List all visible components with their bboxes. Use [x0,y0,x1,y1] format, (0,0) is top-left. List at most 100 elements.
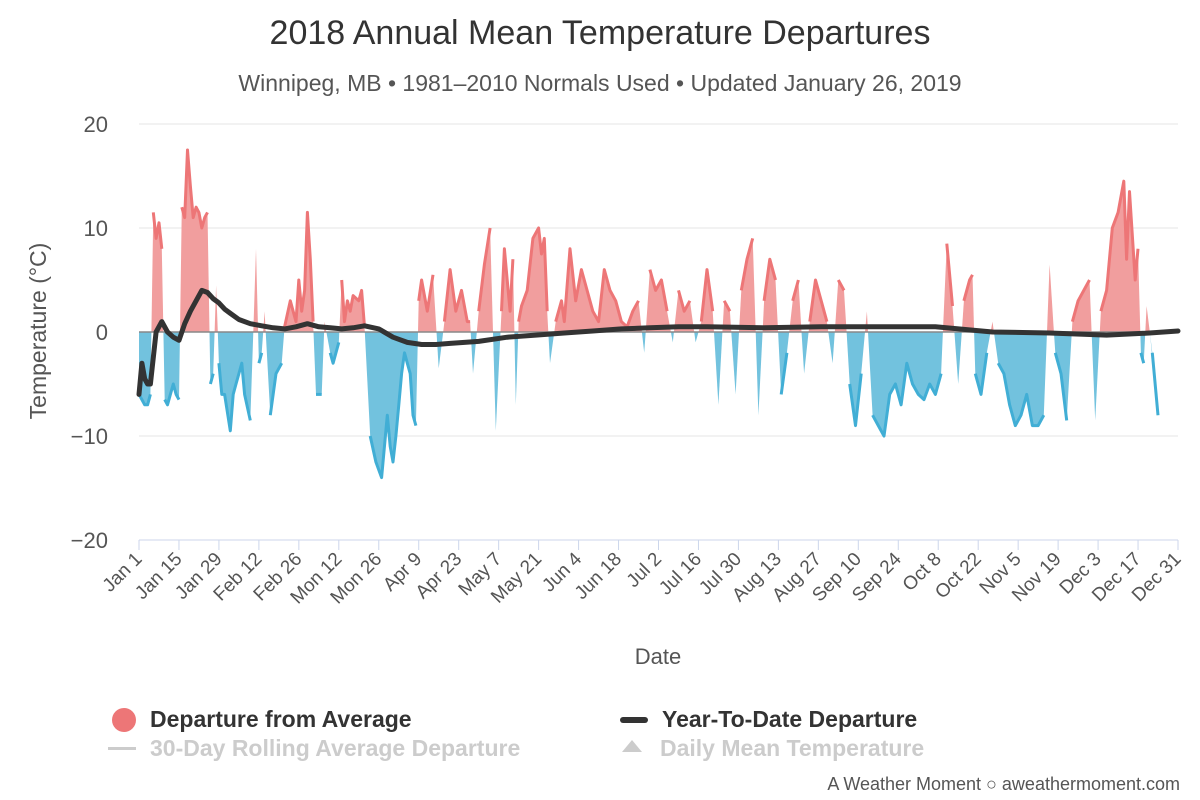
x-tick-label: Oct 22 [931,549,985,603]
positive-departure-line [722,300,732,312]
legend-item-rolling[interactable]: 30-Day Rolling Average Departure [108,735,520,762]
negative-departure-area [313,332,325,395]
positive-departure-line [554,247,640,329]
negative-departure-area [731,332,739,395]
positive-departure-line [151,212,164,249]
negative-departure-area [364,332,418,478]
credit-text: A Weather Moment ○ aweathermoment.com [827,774,1180,794]
y-axis-ticks: 20 10 0 −10 −20 [71,112,108,553]
positive-departure-line [808,278,829,322]
negative-departure-area [801,332,809,374]
negative-departure-line [137,393,152,407]
negative-departure-area [1140,332,1146,364]
negative-departure-area [846,332,865,426]
departure-areas [137,148,1160,480]
negative-departure-line [368,351,418,480]
negative-departure-area [670,332,674,343]
negative-departure-line [848,373,863,428]
positive-departure-area [645,269,671,332]
positive-departure-area [284,212,314,332]
negative-departure-area [1053,332,1072,421]
positive-departure-area [808,280,829,332]
positive-departure-area [1145,306,1150,332]
positive-departure-area [554,248,642,332]
negative-departure-area [326,332,340,364]
positive-departure-line [962,274,974,302]
positive-departure-area [942,243,955,332]
positive-departure-area [961,274,975,332]
positive-departure-area [443,269,471,332]
y-tick-label: 10 [84,216,108,241]
negative-departure-area [1091,332,1100,421]
negative-departure-line [871,361,943,438]
positive-departure-line [500,247,515,313]
legend-label-rolling: 30-Day Rolling Average Departure [150,735,521,761]
negative-departure-line [1139,352,1146,364]
positive-departure-area [1071,280,1092,332]
positive-departure-area [180,150,210,332]
negative-departure-line [268,362,284,416]
y-axis-label: Temperature (°C) [25,243,51,420]
positive-departure-area [253,248,259,332]
legend-label-daily-mean: Daily Mean Temperature [660,735,925,761]
x-tick-label: Jul 16 [655,549,706,600]
positive-departure-area [739,238,756,332]
negative-departure-area [258,332,264,364]
positive-departure-line [1070,279,1091,322]
negative-departure-area [641,332,646,353]
positive-departure-line [648,269,669,312]
legend-item-departure[interactable]: Departure from Average [112,706,412,733]
legend-marker-departure [112,707,136,732]
legend-item-daily-mean[interactable]: Daily Mean Temperature [618,735,924,762]
negative-departure-area [778,332,790,395]
negative-departure-area [548,332,555,364]
negative-departure-area [163,332,180,405]
negative-departure-line [973,352,989,396]
positive-departure-line [836,279,846,292]
legend-marker-daily-mean [622,739,642,752]
negative-departure-line [1053,352,1069,421]
negative-departure-area [694,332,699,343]
negative-departure-area [993,332,1047,426]
positive-departure-line [417,274,435,313]
legend-marker-rolling [108,747,136,750]
positive-departure-area [722,300,732,332]
ytd-departure-line [136,287,1181,397]
positive-departure-line [945,243,954,307]
positive-departure-line [762,257,777,302]
y-tick-label: −20 [71,528,108,553]
negative-departure-area [714,332,723,405]
negative-departure-area [493,332,501,431]
positive-departure-line [283,210,315,328]
positive-departure-area [214,285,218,332]
negative-departure-area [828,332,835,364]
negative-departure-line [1150,352,1160,416]
positive-departure-line [739,238,755,291]
ytd-series [136,287,1181,397]
positive-departure-line [677,290,692,313]
positive-departure-area [476,228,493,332]
positive-departure-line [442,268,471,324]
y-tick-label: 20 [84,112,108,137]
legend-item-ytd[interactable]: Year-To-Date Departure [620,706,917,733]
positive-departure-area [789,280,802,332]
positive-departure-line [1099,179,1140,312]
negative-departure-line [163,382,181,407]
chart-subtitle: Winnipeg, MB • 1981–2010 Normals Used • … [238,70,962,96]
x-tick-label: Apr 23 [412,549,466,603]
chart-title: 2018 Annual Mean Temperature Departures [269,14,931,52]
positive-departure-line [477,227,492,312]
legend-label-ytd: Year-To-Date Departure [662,706,918,732]
positive-departure-line [340,279,366,327]
negative-departure-line [996,362,1046,428]
x-axis-label: Date [635,644,681,669]
negative-departure-area [514,332,519,405]
negative-departure-area [954,332,962,384]
y-tick-label: −10 [71,424,108,449]
negative-departure-line [779,352,789,395]
negative-departure-line [217,361,252,433]
positive-departure-line [517,226,549,322]
positive-departure-line [180,148,209,230]
